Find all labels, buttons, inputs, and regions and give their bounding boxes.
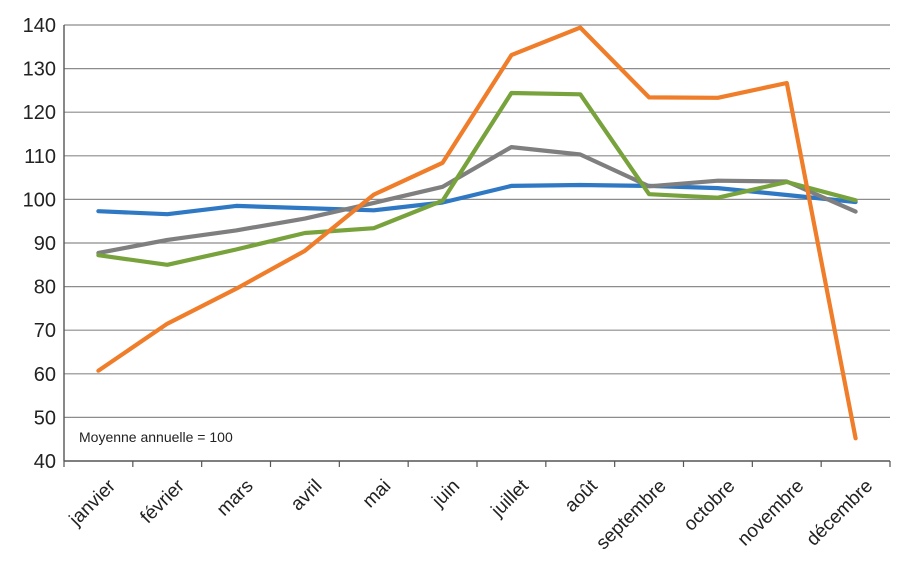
x-tick-label: juin — [428, 476, 464, 512]
y-tick-label: 50 — [34, 407, 56, 429]
x-tick-label: mai — [359, 476, 396, 513]
series-line-1 — [96, 182, 858, 217]
series-line-3 — [96, 90, 858, 267]
label-layer: 40 50 60 70 80 90 100 110 120 130 140 janvier févrie… — [23, 15, 877, 554]
y-tick-label: 70 — [34, 320, 56, 342]
series-layer — [96, 25, 858, 441]
y-tick-label: 120 — [23, 102, 56, 124]
series-line-2 — [96, 145, 858, 256]
series-line-4 — [96, 25, 858, 441]
x-tick-label: février — [137, 475, 190, 528]
axis-layer — [63, 25, 891, 467]
x-tick-label: juillet — [487, 475, 534, 522]
x-tick-label: octobre — [680, 476, 740, 536]
x-tick-label: décembre — [803, 476, 878, 551]
grid-layer — [64, 24, 890, 418]
x-tick-label: avril — [287, 476, 326, 515]
y-tick-label: 100 — [23, 189, 56, 211]
y-tick-label: 60 — [34, 364, 56, 386]
x-tick-label: septembre — [592, 476, 670, 554]
x-tick-label: août — [561, 475, 603, 517]
y-tick-label: 90 — [34, 233, 56, 255]
y-tick-label: 40 — [34, 451, 56, 473]
y-tick-label: 80 — [34, 277, 56, 299]
x-tick-label: novembre — [734, 476, 809, 551]
x-tick-label: mars — [213, 476, 258, 521]
x-tick-label: janvier — [65, 475, 121, 531]
y-tick-label: 110 — [24, 146, 56, 168]
y-tick-label: 140 — [23, 15, 56, 37]
y-tick-label: 130 — [23, 59, 56, 81]
chart-annotation: Moyenne annuelle = 100 — [79, 429, 233, 445]
